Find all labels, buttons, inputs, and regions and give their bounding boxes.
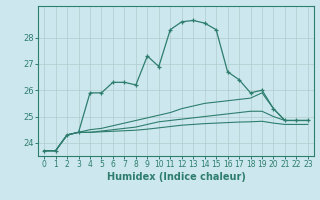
X-axis label: Humidex (Indice chaleur): Humidex (Indice chaleur) [107,172,245,182]
